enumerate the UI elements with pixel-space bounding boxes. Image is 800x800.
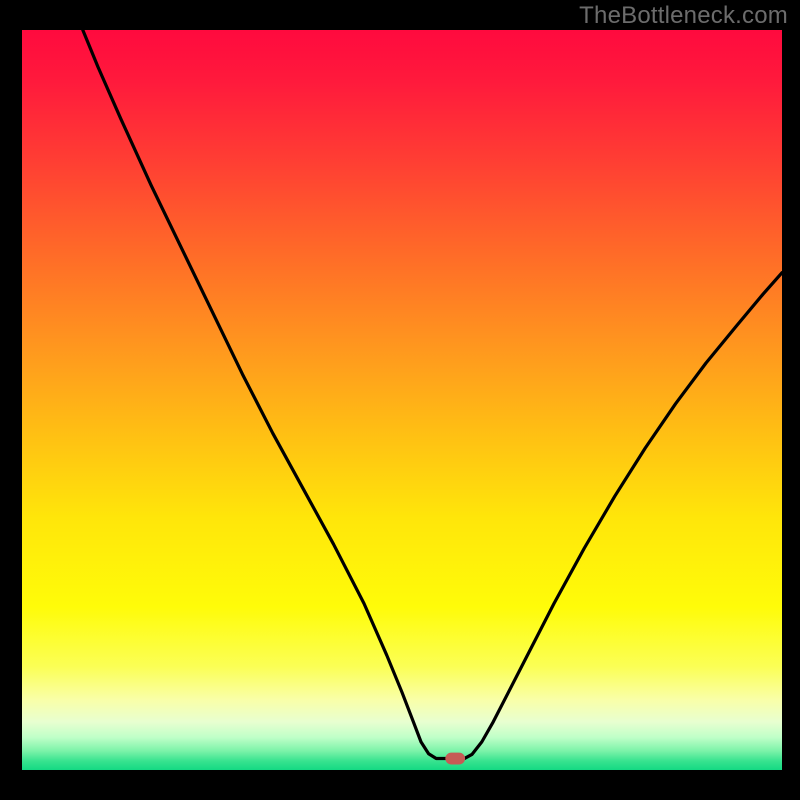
gradient-background: [22, 30, 782, 770]
bottleneck-curve-chart: [0, 0, 800, 800]
watermark-text: TheBottleneck.com: [579, 2, 788, 30]
minimum-marker: [445, 753, 465, 765]
chart-stage: TheBottleneck.com: [0, 0, 800, 800]
